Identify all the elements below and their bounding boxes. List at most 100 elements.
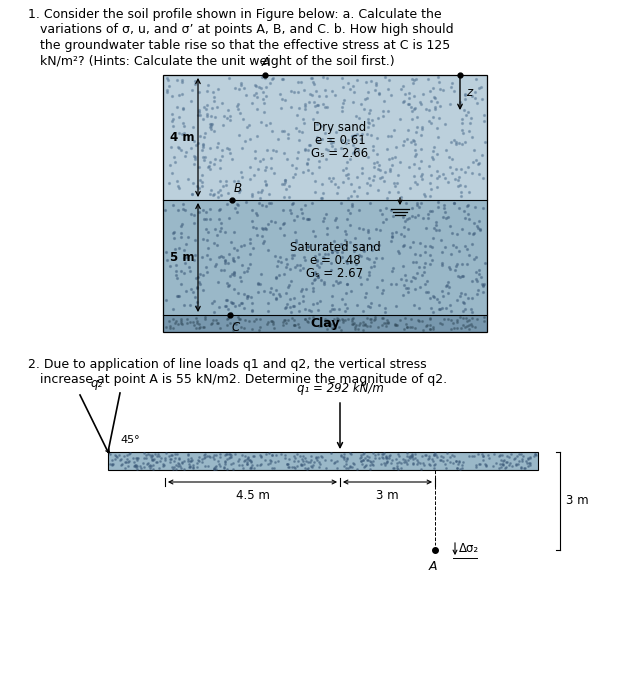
Point — [287, 250, 297, 261]
Point — [291, 122, 301, 134]
Point — [168, 323, 178, 334]
Point — [455, 290, 465, 302]
Point — [256, 117, 266, 128]
Point — [129, 461, 139, 472]
Point — [448, 317, 458, 328]
Point — [115, 454, 125, 466]
Point — [267, 449, 277, 461]
Point — [448, 239, 457, 251]
Point — [186, 283, 196, 294]
Point — [438, 302, 448, 314]
Point — [347, 462, 357, 473]
Point — [222, 143, 232, 154]
Point — [337, 102, 347, 113]
Point — [280, 452, 290, 463]
Point — [322, 223, 332, 234]
Point — [327, 246, 337, 258]
Point — [248, 451, 258, 462]
Point — [253, 130, 262, 141]
Point — [239, 455, 249, 466]
Point — [383, 131, 393, 142]
Point — [469, 228, 478, 239]
Point — [209, 463, 219, 475]
Point — [165, 322, 175, 333]
Point — [365, 267, 374, 278]
Point — [399, 261, 409, 272]
Point — [299, 118, 309, 129]
Point — [498, 458, 508, 470]
Point — [162, 321, 171, 332]
Point — [284, 280, 293, 291]
Point — [402, 133, 412, 144]
Point — [290, 261, 300, 272]
Point — [243, 292, 253, 303]
Point — [281, 302, 291, 313]
Point — [268, 317, 278, 328]
Point — [320, 85, 330, 96]
Point — [378, 452, 387, 463]
Point — [289, 461, 299, 472]
Point — [266, 457, 275, 468]
Point — [340, 225, 350, 236]
Point — [294, 134, 304, 146]
Point — [470, 202, 480, 213]
Point — [434, 296, 444, 307]
Point — [395, 113, 405, 125]
Point — [239, 302, 249, 314]
Point — [296, 458, 306, 470]
Point — [364, 108, 374, 119]
Point — [412, 454, 422, 466]
Point — [337, 81, 347, 92]
Point — [374, 159, 384, 170]
Point — [246, 189, 256, 200]
Point — [184, 461, 194, 472]
Point — [173, 180, 183, 191]
Point — [298, 296, 308, 307]
Point — [158, 460, 168, 471]
Point — [282, 183, 292, 195]
Point — [214, 251, 224, 262]
Point — [145, 460, 155, 471]
Point — [292, 449, 302, 460]
Point — [365, 321, 374, 332]
Point — [460, 166, 470, 177]
Point — [220, 455, 230, 466]
Point — [290, 168, 300, 179]
Bar — [163, 200, 487, 315]
Point — [217, 150, 227, 162]
Point — [205, 157, 215, 168]
Point — [420, 190, 430, 202]
Point — [246, 216, 256, 227]
Point — [175, 461, 185, 472]
Point — [420, 240, 430, 251]
Point — [351, 258, 361, 270]
Point — [300, 314, 310, 325]
Point — [164, 450, 174, 461]
Point — [449, 323, 459, 334]
Point — [521, 456, 530, 467]
Point — [451, 455, 461, 466]
Point — [314, 161, 324, 172]
Point — [300, 304, 310, 315]
Point — [345, 447, 355, 458]
Point — [445, 220, 455, 232]
Point — [185, 265, 195, 276]
Point — [340, 314, 350, 325]
Point — [253, 277, 263, 288]
Point — [307, 168, 317, 179]
Point — [166, 454, 176, 465]
Point — [279, 229, 289, 240]
Point — [457, 138, 467, 149]
Point — [307, 461, 317, 472]
Point — [402, 283, 412, 294]
Point — [236, 459, 246, 470]
Point — [180, 267, 189, 279]
Point — [308, 312, 318, 323]
Point — [245, 234, 254, 245]
Point — [223, 303, 233, 314]
Point — [176, 227, 186, 238]
Point — [212, 141, 222, 152]
Point — [177, 318, 187, 330]
Point — [421, 223, 431, 234]
Point — [430, 458, 440, 469]
